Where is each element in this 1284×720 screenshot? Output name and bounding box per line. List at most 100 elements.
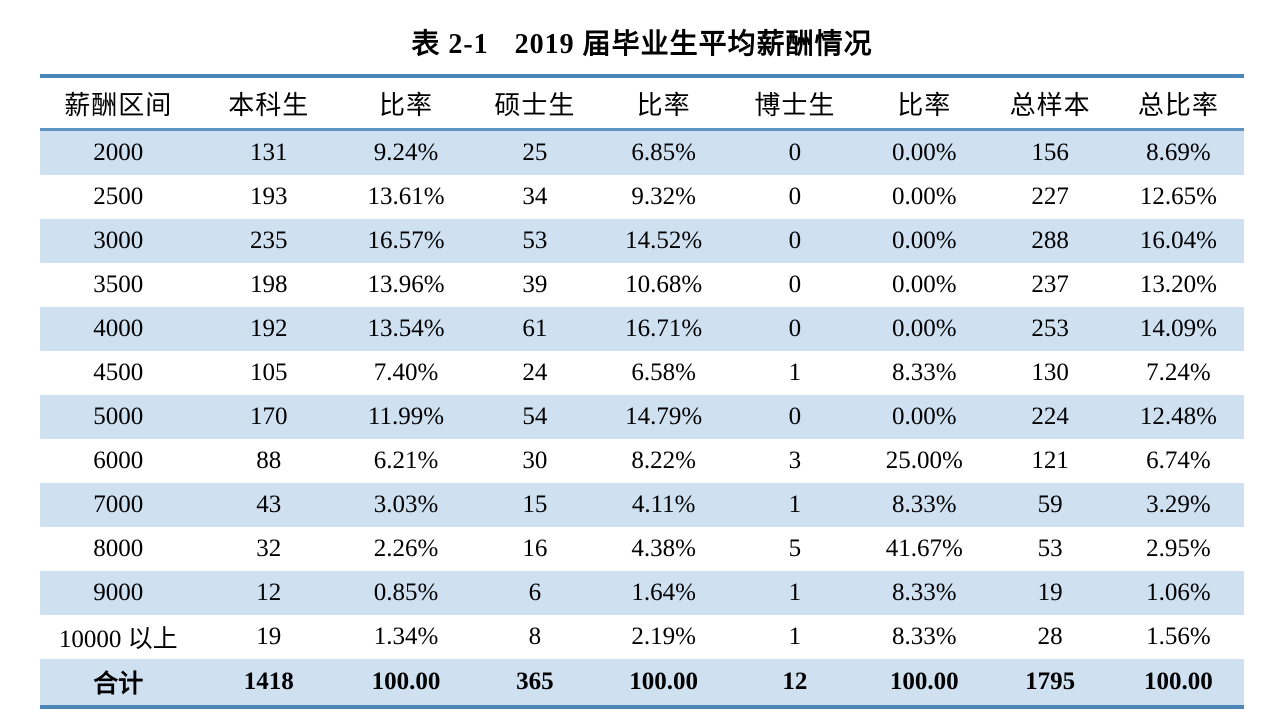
table-cell: 16.57%: [367, 227, 445, 254]
table-cell: 253: [1031, 315, 1069, 342]
table-cell: 3500: [93, 271, 144, 298]
table-cell: 8000: [93, 535, 144, 562]
total-row: 合计 1418 100.00 365 100.00 12 100.00 1795…: [40, 659, 1244, 707]
table-caption: 表 2-1 2019 届毕业生平均薪酬情况: [0, 0, 1284, 62]
table-cell: 19: [1037, 579, 1063, 606]
table-cell: 9000: [93, 579, 144, 606]
table-cell: 0.00%: [892, 315, 957, 342]
table-cell: 0: [788, 315, 802, 342]
table-cell: 8.33%: [892, 491, 957, 518]
table-cell: 14.09%: [1139, 315, 1217, 342]
table-cell: 4.38%: [631, 535, 696, 562]
table-cell: 88: [256, 447, 282, 474]
salary-table: 薪酬区间 本科生 比率 硕士生 比率 博士生 比率 总样本 总比率 2000 13…: [40, 74, 1244, 709]
table-cell: 130: [1031, 359, 1069, 386]
table-cell: 131: [250, 139, 288, 166]
table-cell: 3000: [93, 227, 144, 254]
table-cell: 0: [788, 227, 802, 254]
table-cell: 8.33%: [892, 359, 957, 386]
table-cell: 0.00%: [892, 403, 957, 430]
table-cell: 0.00%: [892, 227, 957, 254]
table-cell: 12.65%: [1139, 183, 1217, 210]
table-cell: 8.69%: [1146, 139, 1211, 166]
table-cell: 32: [256, 535, 282, 562]
table-cell: 合计: [93, 671, 144, 698]
table-cell: 2.26%: [373, 535, 439, 562]
table-cell: 3: [788, 447, 802, 474]
table-cell: 0.00%: [892, 271, 957, 298]
table-cell: 53: [1037, 535, 1063, 562]
table-cell: 6.21%: [373, 447, 439, 474]
table-cell: 1.06%: [1146, 579, 1211, 606]
column-header-doctor: 博士生: [728, 76, 862, 131]
table-cell: 100.00: [371, 668, 441, 695]
table-cell: 16.04%: [1139, 227, 1217, 254]
table-cell: 13.54%: [367, 315, 445, 342]
table-row: 3500 198 13.96% 39 10.68% 0 0.00% 237 13.20%: [40, 263, 1244, 307]
table-cell: 192: [250, 315, 288, 342]
table-cell: 227: [1031, 183, 1069, 210]
table-cell: 39: [522, 271, 548, 298]
table-row: 7000 43 3.03% 15 4.11% 1 8.33% 59 3.29%: [40, 483, 1244, 527]
table-cell: 0: [788, 183, 802, 210]
table-cell: 1.34%: [373, 623, 439, 650]
column-header-master-ratio: 比率: [598, 76, 729, 131]
table-cell: 156: [1031, 139, 1069, 166]
table-cell: 25.00%: [885, 447, 963, 474]
table-cell: 1.56%: [1146, 623, 1211, 650]
table-cell: 2500: [93, 183, 144, 210]
table-cell: 0.00%: [892, 183, 957, 210]
table-caption-label: 表 2-1: [411, 29, 489, 60]
table-cell: 10000 以上: [58, 626, 178, 653]
table-cell: 6.58%: [631, 359, 696, 386]
table-cell: 61: [522, 315, 548, 342]
table-cell: 5000: [93, 403, 144, 430]
table-cell: 1: [788, 359, 802, 386]
column-header-undergraduate: 本科生: [196, 76, 341, 131]
table-row: 2500 193 13.61% 34 9.32% 0 0.00% 227 12.65%: [40, 175, 1244, 219]
table-cell: 12.48%: [1139, 403, 1217, 430]
table-cell: 0.00%: [892, 139, 957, 166]
table-cell: 6: [528, 579, 542, 606]
table-cell: 25: [522, 139, 548, 166]
column-header-undergraduate-ratio: 比率: [340, 76, 472, 131]
table-cell: 193: [250, 183, 288, 210]
table-cell: 30: [522, 447, 548, 474]
table-cell: 13.96%: [367, 271, 445, 298]
column-header-doctor-ratio: 比率: [861, 76, 988, 131]
table-cell: 237: [1031, 271, 1069, 298]
table-cell: 3.29%: [1146, 491, 1211, 518]
table-cell: 100.00: [889, 668, 959, 695]
table-cell: 6.74%: [1146, 447, 1211, 474]
table-header: 薪酬区间 本科生 比率 硕士生 比率 博士生 比率 总样本 总比率: [40, 76, 1244, 131]
table-cell: 1.64%: [631, 579, 696, 606]
table-footer: 合计 1418 100.00 365 100.00 12 100.00 1795…: [40, 659, 1244, 707]
table-cell: 7.40%: [373, 359, 439, 386]
table-cell: 288: [1031, 227, 1069, 254]
table-cell: 13.20%: [1139, 271, 1217, 298]
table-row: 6000 88 6.21% 30 8.22% 3 25.00% 121 6.74%: [40, 439, 1244, 483]
table-cell: 1418: [243, 668, 294, 695]
table-row: 2000 131 9.24% 25 6.85% 0 0.00% 156 8.69%: [40, 129, 1244, 175]
table-cell: 0: [788, 139, 802, 166]
table-cell: 11.99%: [367, 403, 445, 430]
table-cell: 8.22%: [631, 447, 696, 474]
table-cell: 41.67%: [885, 535, 963, 562]
table-cell: 2.95%: [1146, 535, 1211, 562]
table-cell: 8: [528, 623, 542, 650]
table-cell: 12: [256, 579, 282, 606]
table-cell: 13.61%: [367, 183, 445, 210]
table-body: 2000 131 9.24% 25 6.85% 0 0.00% 156 8.69% 2500 193…: [40, 129, 1244, 660]
table-cell: 100.00: [1143, 668, 1213, 695]
table-header-row: 薪酬区间 本科生 比率 硕士生 比率 博士生 比率 总样本 总比率: [40, 76, 1244, 131]
table-cell: 1: [788, 623, 802, 650]
table-cell: 14.52%: [625, 227, 703, 254]
table-row: 4000 192 13.54% 61 16.71% 0 0.00% 253 14.09%: [40, 307, 1244, 351]
table-cell: 100.00: [629, 668, 699, 695]
table-cell: 6.85%: [631, 139, 696, 166]
table-cell: 14.79%: [625, 403, 703, 430]
table-cell: 24: [522, 359, 548, 386]
table-cell: 16.71%: [625, 315, 703, 342]
table-cell: 9.32%: [631, 183, 696, 210]
